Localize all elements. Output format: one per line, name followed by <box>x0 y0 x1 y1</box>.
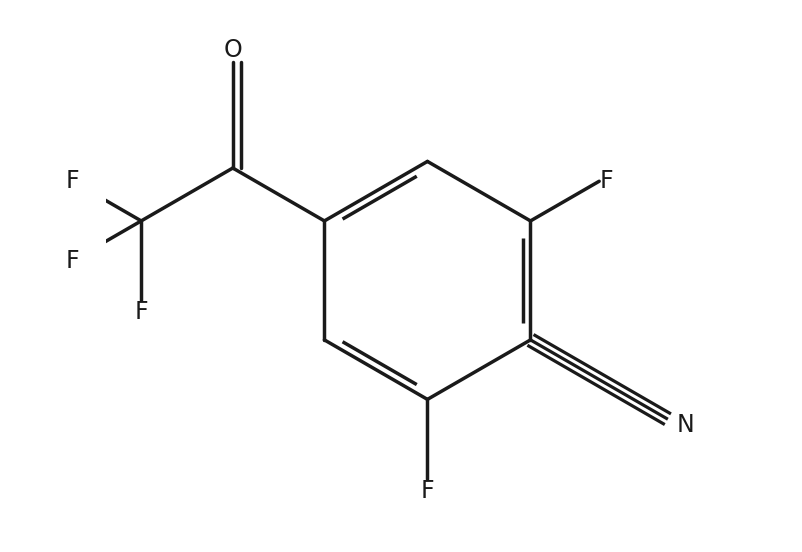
Text: F: F <box>66 169 79 193</box>
Text: F: F <box>135 300 148 324</box>
Text: F: F <box>66 248 79 273</box>
Text: F: F <box>599 169 613 193</box>
Text: N: N <box>677 412 695 437</box>
Text: F: F <box>420 479 434 503</box>
Text: O: O <box>224 38 242 62</box>
